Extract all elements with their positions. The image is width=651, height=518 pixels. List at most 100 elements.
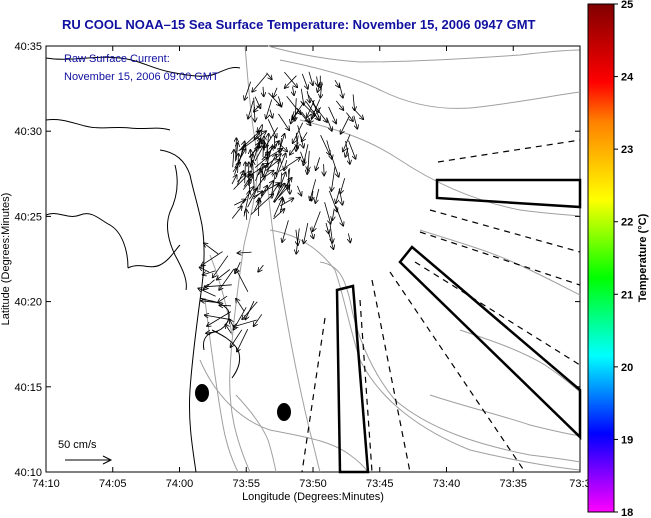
current-vector [205,315,232,321]
current-vector [231,175,237,185]
current-vector [292,111,299,120]
current-vector [290,142,299,155]
current-vectors [198,71,364,352]
current-vector [248,176,265,200]
plot-frame [45,45,581,473]
current-vector [278,113,289,130]
current-vector [353,108,364,120]
y-tick-label: 40:20 [14,297,42,309]
current-vector [326,117,332,131]
current-vector [263,149,283,161]
current-vector [312,99,321,118]
current-vector [260,171,261,190]
satellite-track-lines [301,139,581,473]
current-vector [246,209,247,220]
current-vector [307,90,310,102]
x-tick-label: 73:55 [232,478,260,490]
y-axis: 40:35 40:30 40:25 40:20 40:15 40:10 [14,41,580,479]
colorbar-tick-label: 20 [621,362,633,374]
current-vector [282,220,289,242]
current-vector [202,251,223,266]
current-vector [259,124,264,147]
current-vector [300,151,305,163]
current-vector [310,179,317,200]
colorbar-tick-label: 19 [621,434,633,446]
colorbar-tick-label: 23 [621,144,633,156]
current-vector [254,146,263,162]
y-tick-label: 40:15 [14,382,42,394]
current-vector [346,112,353,121]
current-vector [293,86,295,95]
current-vector [335,100,343,110]
current-vector [234,200,245,206]
current-vector [231,329,243,347]
current-vector [198,288,216,297]
current-vector [313,211,321,231]
current-vector [253,161,255,189]
current-vector [245,81,252,100]
current-vector [331,166,336,191]
colorbar-tick-label: 25 [621,0,633,11]
current-vector [320,81,322,98]
current-vector [317,76,319,87]
current-vector [278,96,281,106]
current-vector [242,301,258,320]
current-vector [273,198,282,217]
current-vector [285,75,297,88]
current-vector [279,134,285,151]
colorbar-tick-label: 18 [621,507,633,518]
current-vector [348,233,350,242]
current-vector [236,299,245,312]
current-vector [203,270,216,275]
colorbar-label: Temperature (°C) [637,213,649,302]
current-vector [236,269,249,292]
current-vector [287,168,291,189]
current-vector [302,132,308,141]
current-vector [284,160,287,170]
current-vector [238,154,239,174]
current-vector [201,301,219,303]
current-vector [263,86,264,96]
current-vector [263,140,264,158]
current-vector [240,131,266,151]
current-vector [304,223,309,243]
current-vector [238,252,252,253]
current-vector [256,181,273,204]
x-tick-label: 74:05 [99,478,127,490]
current-vector [293,122,304,143]
current-vector [217,269,231,280]
current-vector [258,264,264,272]
current-vector [238,131,260,152]
current-vector [305,101,319,120]
current-vector [334,79,339,87]
buoy-marker [277,403,291,421]
colorbar-tick-label: 22 [621,217,633,229]
current-vector [340,178,346,193]
current-vector [252,73,268,92]
current-vector [328,190,337,212]
colorbar [587,3,615,513]
current-vector [297,185,301,196]
x-axis: 74:10 74:05 74:00 73:55 73:50 73:45 73:40 73:35… [32,46,591,490]
current-vector [270,109,272,118]
current-vector [345,147,348,157]
current-vector [247,188,258,208]
buoy-marker [195,384,209,402]
current-vector [348,140,356,159]
current-vector [204,279,215,290]
current-vector [301,88,304,105]
colorbar-ticks: 25 24 23 22 21 20 19 18 [614,0,634,518]
current-vector [266,72,272,80]
colorbar-tick-label: 21 [621,289,633,301]
current-vector [338,83,343,97]
current-vector [248,147,258,158]
current-vector [251,139,260,168]
current-vector [233,171,252,190]
x-tick-label: 73:35 [499,478,527,490]
current-vector [231,206,242,219]
current-vector [340,194,342,205]
x-tick-label: 74:10 [32,478,60,490]
current-vector [254,96,260,109]
